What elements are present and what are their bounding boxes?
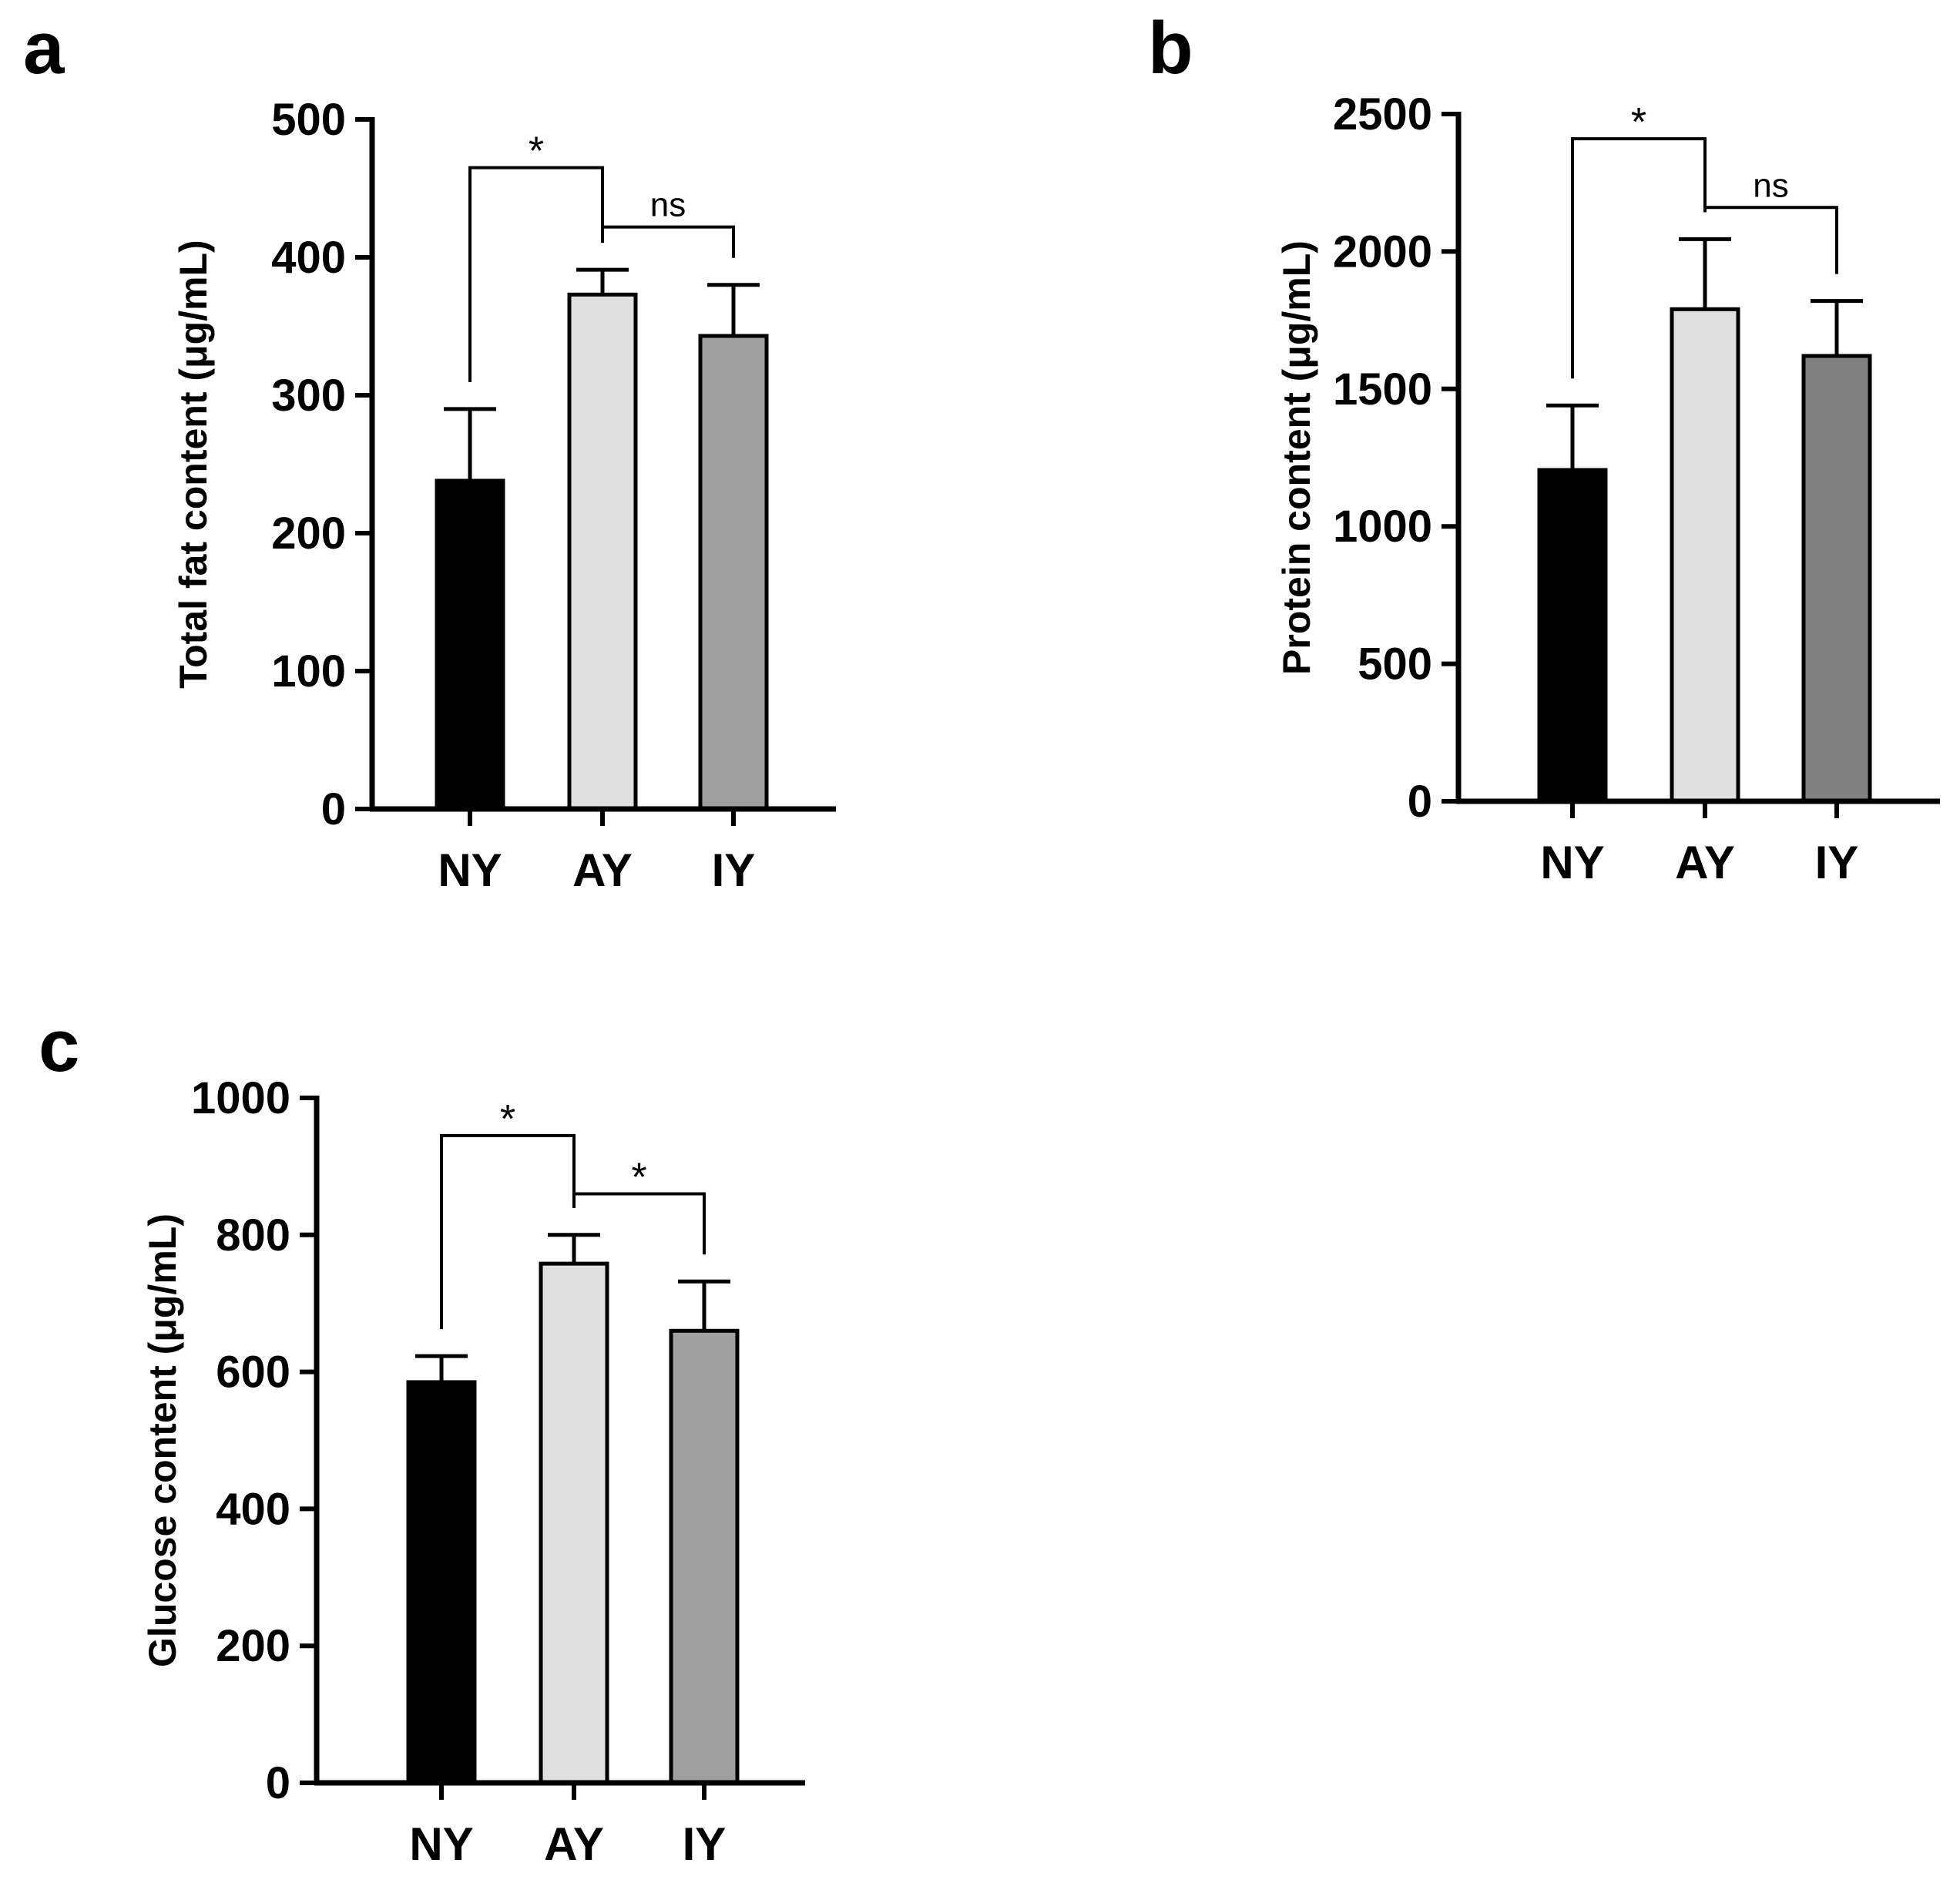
panel-letter: c: [39, 1005, 79, 1087]
x-tick-label: AY: [544, 1818, 604, 1870]
y-tick-label: 800: [216, 1210, 290, 1260]
bar-iy: [1801, 354, 1872, 804]
bar-ny: [435, 478, 505, 811]
significance-bracket: [1571, 137, 1707, 379]
x-tick-label: IY: [1815, 837, 1859, 888]
y-tick-label: 0: [1408, 777, 1432, 827]
significance-bracket: [440, 1133, 576, 1330]
bar-ay: [1670, 307, 1740, 804]
y-tick-label: 2500: [1333, 89, 1432, 139]
x-tick-label: AY: [572, 844, 633, 896]
significance-label: *: [529, 129, 544, 174]
y-tick-label: 1500: [1333, 364, 1432, 415]
y-tick-label: 600: [216, 1348, 290, 1398]
y-axis-title: Total fat content (μg/mL): [172, 240, 215, 688]
panel-letter: b: [1148, 7, 1193, 89]
y-tick-label: 200: [271, 509, 346, 559]
x-tick-label: IY: [683, 1818, 727, 1870]
y-tick-label: 400: [271, 233, 346, 283]
significance-bracket: [572, 1192, 706, 1255]
panel-b-chart: b 0 500 1000 1500 2000 2500 NY AY IY Protein conte…: [1148, 7, 1940, 888]
panel-a-chart: a 0 100 200 300 400 500 NY AY IY Total fat content…: [23, 7, 836, 896]
significance-label: ns: [650, 186, 686, 224]
bar-iy: [698, 334, 769, 811]
panel-letter: a: [23, 7, 65, 89]
x-tick-label: AY: [1675, 837, 1735, 888]
significance-label: *: [631, 1155, 646, 1200]
y-tick-label: 1000: [1333, 502, 1432, 552]
y-axis-title: Glucose content (μg/mL): [141, 1213, 184, 1667]
y-axis-title: Protein content (μg/mL): [1275, 240, 1318, 675]
bar-ny: [1537, 468, 1608, 804]
y-tick-label: 500: [1358, 639, 1432, 690]
y-tick-label: 100: [271, 646, 346, 696]
y-tick-label: 2000: [1333, 227, 1432, 277]
significance-label: *: [500, 1097, 515, 1142]
significance-bracket: [1703, 206, 1838, 274]
y-tick-label: 300: [271, 371, 346, 421]
x-tick-label: NY: [409, 1818, 473, 1870]
y-tick-label: 500: [271, 95, 346, 145]
y-tick-label: 200: [216, 1621, 290, 1671]
x-tick-label: IY: [712, 844, 756, 896]
y-tick-label: 400: [216, 1484, 290, 1534]
significance-label: *: [1631, 100, 1646, 145]
significance-bracket: [601, 225, 735, 258]
significance-bracket: [468, 166, 604, 382]
significance-label: ns: [1753, 166, 1788, 204]
panel-c-chart: c 0 200 400 600 800 1000 NY AY IY Glucose content …: [39, 1005, 805, 1870]
bar-ny: [406, 1380, 477, 1785]
bar-ay: [567, 292, 638, 811]
y-tick-label: 0: [266, 1758, 290, 1808]
x-tick-label: NY: [1540, 837, 1604, 888]
bar-ay: [539, 1261, 609, 1785]
y-tick-label: 1000: [191, 1073, 290, 1123]
bar-iy: [669, 1328, 740, 1785]
x-tick-label: NY: [438, 844, 502, 896]
y-tick-label: 0: [321, 784, 346, 834]
